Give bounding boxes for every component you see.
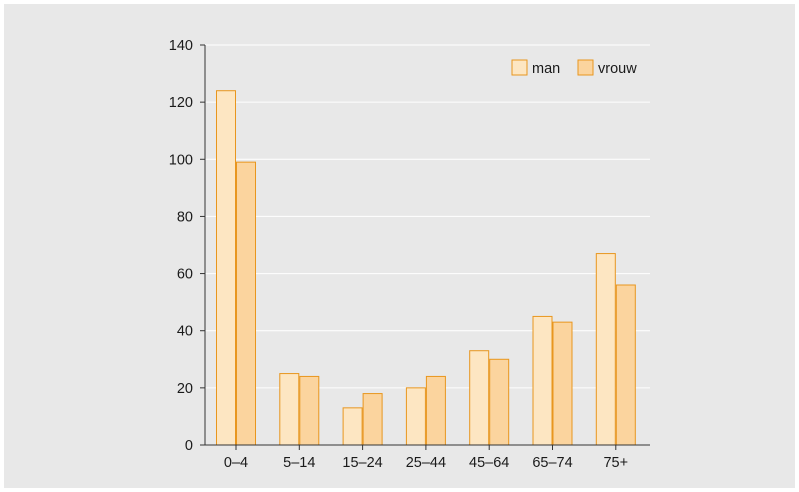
gridlines: [205, 44, 650, 389]
legend: man vrouw: [511, 59, 637, 77]
bar-vrouw-1: [299, 375, 320, 446]
bars: [216, 90, 636, 446]
y-tick-label: 120: [169, 95, 193, 111]
bar-vrouw-4: [489, 358, 510, 446]
x-tick-label: 65–74: [532, 455, 572, 471]
y-tick-label: 40: [177, 324, 193, 340]
x-tick-labels: 0–4 5–14 15–24 25–44 45–64 65–74 75+: [224, 455, 628, 471]
axes: [200, 44, 650, 450]
y-tick-label: 0: [185, 438, 193, 454]
y-tick-label: 20: [177, 381, 193, 397]
chart-panel: 0 20 40 60 80 100 120 140 0–4 5–14 15–24 25–44 45–6…: [4, 4, 795, 488]
legend-swatch-man: [511, 59, 528, 76]
bar-man-4: [469, 350, 490, 446]
y-tick-label: 60: [177, 267, 193, 283]
bar-man-1: [279, 373, 300, 446]
y-tick-label: 100: [169, 152, 193, 168]
x-tick-label: 5–14: [283, 455, 315, 471]
bar-vrouw-0: [236, 161, 256, 446]
x-tick-label: 0–4: [224, 455, 248, 471]
x-tick-label: 25–44: [406, 455, 446, 471]
bar-vrouw-2: [362, 393, 383, 446]
x-tick-label: 15–24: [342, 455, 382, 471]
legend-label-man: man: [532, 61, 560, 77]
bar-chart: 0 20 40 60 80 100 120 140 0–4 5–14 15–24 25–44 45–6…: [169, 38, 650, 471]
y-tick-label: 140: [169, 38, 193, 54]
bar-man-2: [342, 407, 363, 446]
legend-swatch-vrouw: [577, 59, 594, 76]
bar-man-6: [595, 253, 616, 446]
x-tick-label: 75+: [603, 455, 628, 471]
x-tick-label: 45–64: [469, 455, 509, 471]
y-tick-label: 80: [177, 209, 193, 225]
legend-label-vrouw: vrouw: [598, 61, 637, 77]
bar-vrouw-6: [615, 284, 636, 446]
y-tick-labels: 0 20 40 60 80 100 120 140: [169, 38, 193, 454]
bar-man-3: [405, 387, 426, 446]
bar-vrouw-3: [425, 375, 446, 446]
bar-man-5: [532, 315, 553, 446]
bar-man-0: [216, 90, 236, 446]
bar-vrouw-5: [552, 321, 573, 446]
